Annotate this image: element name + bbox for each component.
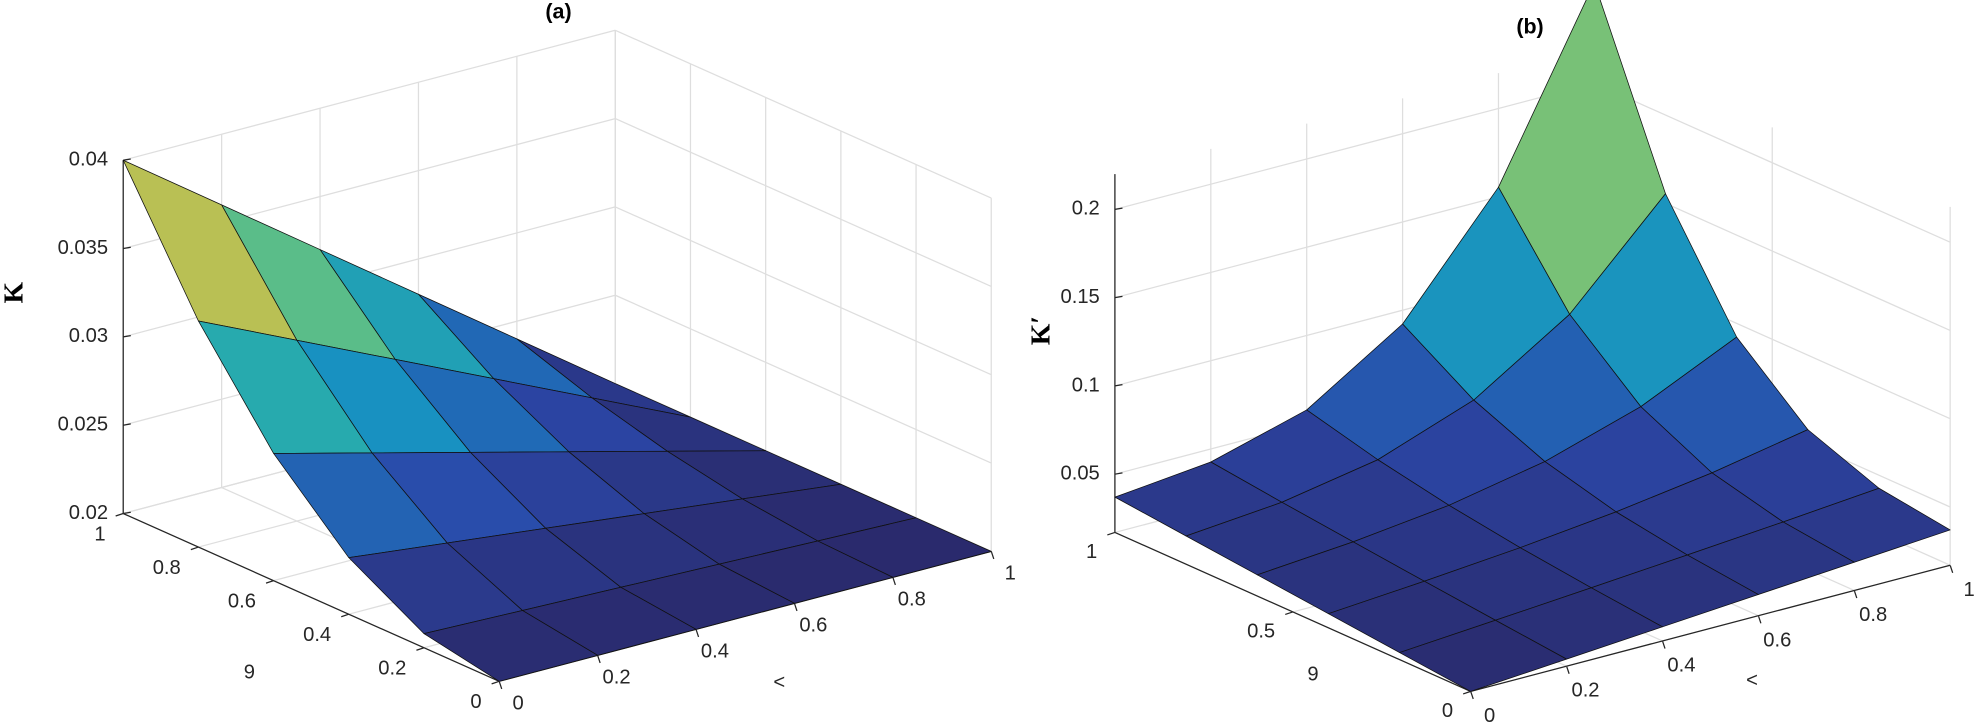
y-axis: [122, 512, 500, 682]
z-axis-label: K′: [1025, 316, 1056, 345]
z-tick-label: 0.15: [1061, 286, 1100, 308]
tick-mark: [265, 580, 274, 584]
grid-line: [615, 294, 992, 464]
tick-mark: [190, 546, 199, 551]
x-tick-label: 0.8: [898, 588, 926, 610]
grid-line: [615, 206, 992, 376]
tick-mark: [1114, 295, 1123, 299]
tick-mark: [1470, 691, 1474, 700]
tick-mark: [123, 511, 131, 515]
tick-mark: [990, 551, 995, 560]
z-tick-label: 0.035: [58, 237, 108, 259]
x-tick-label: 0.6: [1763, 629, 1791, 651]
y-tick-label: 0.8: [153, 557, 181, 579]
tick-mark: [597, 655, 601, 664]
grid-line: [615, 29, 992, 199]
x-tick-label: 0.2: [1571, 680, 1599, 702]
tick-mark: [793, 603, 798, 612]
tick-mark: [341, 613, 350, 618]
y-tick-label: 0.2: [378, 658, 406, 680]
tick-mark: [1114, 472, 1123, 475]
z-tick-label: 0.05: [1061, 463, 1100, 485]
surface-patch: [423, 610, 598, 682]
x-tick-label: 0.2: [603, 666, 631, 688]
y-tick-label: 1: [94, 523, 105, 545]
y-axis-label: 9: [1307, 663, 1318, 685]
x-axis-label: <: [1746, 670, 1758, 692]
tick-mark: [1757, 615, 1762, 624]
y-tick-label: 0: [1442, 700, 1453, 722]
y-tick-label: 0.5: [1247, 620, 1275, 642]
tick-mark: [1661, 640, 1666, 649]
tick-mark: [115, 512, 124, 517]
x-tick-label: 0: [513, 692, 524, 714]
z-tick-label: 0.02: [69, 502, 108, 524]
z-tick-label: 0.1: [1072, 374, 1100, 396]
tick-mark: [498, 681, 503, 690]
z-tick-label: 0.03: [69, 325, 108, 347]
x-tick-label: 1: [1005, 562, 1016, 584]
x-tick-label: 1: [1963, 579, 1974, 601]
tick-mark: [1285, 611, 1294, 616]
grid-line: [123, 29, 616, 161]
y-tick-label: 0: [470, 691, 481, 713]
tick-mark: [1853, 590, 1858, 599]
y-axis-label: 9: [244, 661, 255, 683]
z-axis-label: K: [0, 282, 29, 304]
tick-mark: [1114, 207, 1123, 211]
x-tick-label: 0.6: [799, 614, 827, 636]
y-tick-label: 1: [1086, 541, 1097, 563]
tick-mark: [123, 246, 131, 250]
tick-mark: [123, 158, 131, 161]
tick-mark: [695, 629, 700, 638]
tick-mark: [416, 647, 425, 651]
tick-mark: [1462, 690, 1471, 695]
x-axis-label: <: [773, 672, 785, 694]
grid-line: [1594, 82, 1951, 243]
y-tick-label: 0.6: [228, 590, 256, 612]
tick-mark: [1114, 384, 1123, 387]
x-axis: [1470, 564, 1951, 693]
chart-title: (a): [545, 0, 571, 23]
surface-patch: [1399, 619, 1567, 692]
x-tick-label: 0: [1484, 705, 1495, 727]
tick-mark: [1107, 531, 1116, 536]
z-tick-label: 0.025: [58, 414, 108, 436]
z-tick-label: 0.04: [69, 149, 108, 171]
x-tick-label: 0.4: [701, 640, 729, 662]
tick-mark: [491, 680, 500, 685]
tick-mark: [1565, 665, 1570, 674]
x-tick-label: 0.8: [1859, 604, 1887, 626]
x-tick-label: 0.4: [1667, 655, 1695, 677]
tick-mark: [1949, 565, 1954, 574]
tick-mark: [123, 334, 131, 338]
tick-mark: [123, 423, 131, 426]
tick-mark: [892, 577, 896, 586]
grid-line: [1114, 82, 1595, 211]
z-tick-label: 0.2: [1072, 198, 1100, 220]
y-tick-label: 0.4: [303, 624, 331, 646]
chart-title: (b): [1516, 14, 1543, 38]
grid-line: [615, 118, 992, 287]
y-axis: [1114, 531, 1471, 692]
